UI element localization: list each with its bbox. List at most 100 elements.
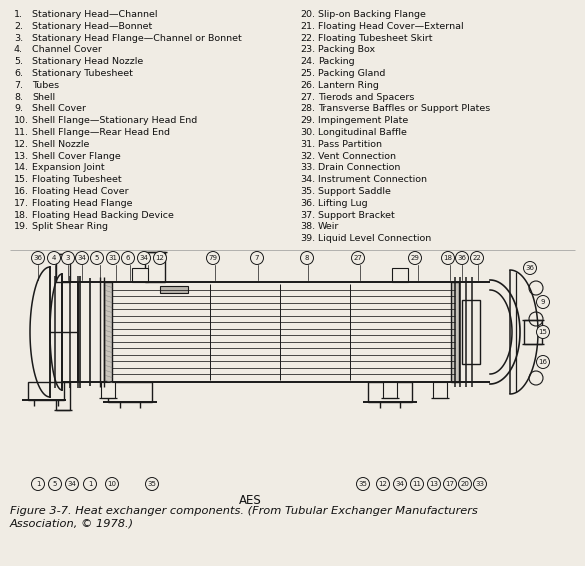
Circle shape [137, 251, 150, 264]
Circle shape [408, 251, 422, 264]
Text: 32.: 32. [300, 152, 315, 161]
Text: 5: 5 [53, 481, 57, 487]
Circle shape [443, 478, 456, 491]
Bar [451, 282, 459, 382]
Text: Shell Cover: Shell Cover [32, 104, 86, 113]
Text: Support Saddle: Support Saddle [318, 187, 391, 196]
Text: 12: 12 [156, 255, 164, 261]
Text: Drain Connection: Drain Connection [318, 164, 400, 173]
Circle shape [536, 355, 549, 368]
Text: 35: 35 [147, 481, 156, 487]
Text: Floating Tubesheet: Floating Tubesheet [32, 175, 122, 184]
Circle shape [394, 478, 407, 491]
Text: Slip-on Backing Flange: Slip-on Backing Flange [318, 10, 426, 19]
Text: Floating Tubesheet Skirt: Floating Tubesheet Skirt [318, 33, 432, 42]
Text: 14.: 14. [14, 164, 29, 173]
Circle shape [536, 295, 549, 308]
Bar [368, 382, 412, 402]
Text: Shell Flange—Stationary Head End: Shell Flange—Stationary Head End [32, 116, 197, 125]
Bar [160, 286, 188, 293]
Text: 6.: 6. [14, 69, 23, 78]
Text: 5: 5 [95, 255, 99, 261]
Text: Split Shear Ring: Split Shear Ring [32, 222, 108, 231]
Text: 27.: 27. [300, 93, 315, 102]
Circle shape [456, 251, 469, 264]
Text: 36: 36 [33, 255, 43, 261]
Text: 1: 1 [36, 481, 40, 487]
Text: 5.: 5. [14, 57, 23, 66]
Text: 33: 33 [476, 481, 484, 487]
Circle shape [470, 251, 483, 264]
Text: 8.: 8. [14, 93, 23, 102]
Text: Association, © 1978.): Association, © 1978.) [10, 518, 134, 528]
Text: 17.: 17. [14, 199, 29, 208]
Text: 22: 22 [473, 255, 481, 261]
Text: 6: 6 [126, 255, 130, 261]
Text: Expansion Joint: Expansion Joint [32, 164, 105, 173]
Text: 3.: 3. [14, 33, 23, 42]
Text: 34: 34 [78, 255, 87, 261]
Text: 79: 79 [208, 255, 218, 261]
Circle shape [32, 478, 44, 491]
Circle shape [106, 251, 119, 264]
Circle shape [377, 478, 390, 491]
Bar [108, 382, 152, 402]
Text: Floating Head Cover: Floating Head Cover [32, 187, 129, 196]
Text: 20.: 20. [300, 10, 315, 19]
Text: 16.: 16. [14, 187, 29, 196]
Text: 18.: 18. [14, 211, 29, 220]
Text: 36: 36 [457, 255, 466, 261]
Text: Shell: Shell [32, 93, 55, 102]
Text: 34: 34 [67, 481, 77, 487]
Text: 38.: 38. [300, 222, 315, 231]
Text: 31: 31 [108, 255, 118, 261]
Text: Vent Connection: Vent Connection [318, 152, 396, 161]
Text: Stationary Head Flange—Channel or Bonnet: Stationary Head Flange—Channel or Bonnet [32, 33, 242, 42]
Circle shape [352, 251, 364, 264]
Text: 1.: 1. [14, 10, 23, 19]
Text: 27: 27 [353, 255, 363, 261]
Text: 9.: 9. [14, 104, 23, 113]
Text: AES: AES [239, 494, 261, 507]
Circle shape [49, 478, 61, 491]
Circle shape [105, 478, 119, 491]
Bar [392, 268, 408, 282]
Text: 20: 20 [460, 481, 469, 487]
Text: Transverse Baffles or Support Plates: Transverse Baffles or Support Plates [318, 104, 490, 113]
Text: Tierods and Spacers: Tierods and Spacers [318, 93, 414, 102]
Circle shape [428, 478, 441, 491]
Circle shape [442, 251, 455, 264]
Text: 2.: 2. [14, 22, 23, 31]
Text: Longitudinal Baffle: Longitudinal Baffle [318, 128, 407, 137]
Circle shape [91, 251, 104, 264]
Bar [132, 268, 148, 282]
Text: 35.: 35. [300, 187, 315, 196]
Text: Support Bracket: Support Bracket [318, 211, 395, 220]
Bar [28, 382, 64, 400]
Circle shape [411, 478, 424, 491]
Text: Packing: Packing [318, 57, 355, 66]
Text: 31.: 31. [300, 140, 315, 149]
Circle shape [207, 251, 219, 264]
Text: 13: 13 [429, 481, 439, 487]
Text: 29: 29 [411, 255, 419, 261]
Text: 17: 17 [446, 481, 455, 487]
Text: Lantern Ring: Lantern Ring [318, 81, 379, 90]
Text: 28.: 28. [300, 104, 315, 113]
Text: Packing Box: Packing Box [318, 45, 375, 54]
Text: 8: 8 [305, 255, 309, 261]
Text: 25.: 25. [300, 69, 315, 78]
Text: Shell Nozzle: Shell Nozzle [32, 140, 90, 149]
Text: 30.: 30. [300, 128, 315, 137]
Text: Packing Gland: Packing Gland [318, 69, 386, 78]
Text: 11.: 11. [14, 128, 29, 137]
Text: 24.: 24. [300, 57, 315, 66]
Circle shape [301, 251, 314, 264]
Text: 4.: 4. [14, 45, 23, 54]
Circle shape [47, 251, 60, 264]
Text: Figure 3-7. Heat exchanger components. (From Tubular Exchanger Manufacturers: Figure 3-7. Heat exchanger components. (… [10, 506, 478, 516]
Text: Floating Head Cover—External: Floating Head Cover—External [318, 22, 464, 31]
Bar [145, 252, 165, 282]
Circle shape [459, 478, 472, 491]
Text: Shell Cover Flange: Shell Cover Flange [32, 152, 121, 161]
